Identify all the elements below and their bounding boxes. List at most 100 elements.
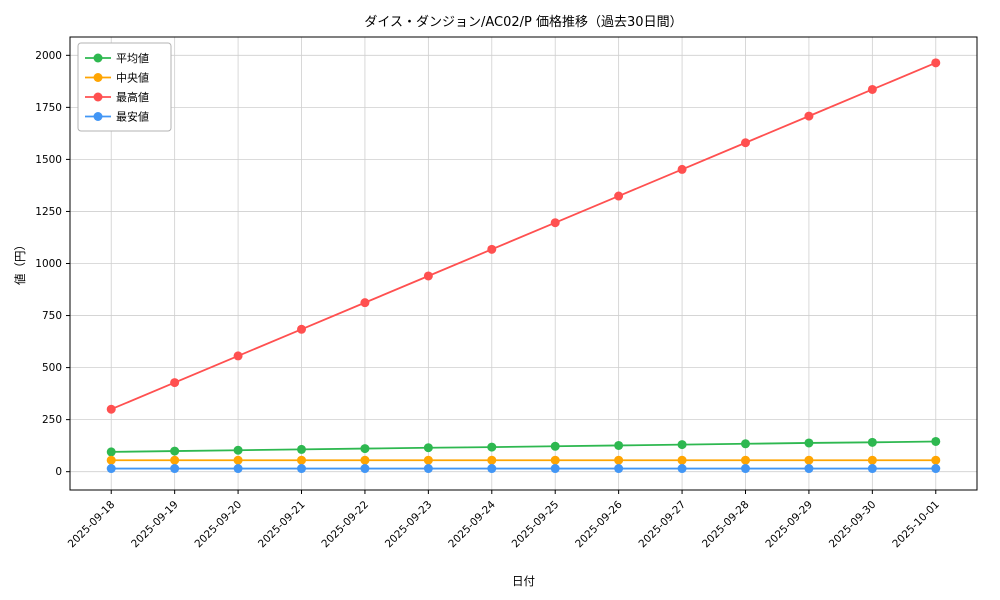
data-point [740,455,750,465]
data-point [804,438,814,448]
legend-marker [93,112,103,121]
svg-text:2025-09-20: 2025-09-20 [193,499,245,551]
svg-text:2025-10-01: 2025-10-01 [890,499,942,551]
data-point [550,464,560,474]
data-point [614,191,624,201]
svg-text:2025-09-29: 2025-09-29 [763,499,815,551]
data-point [106,464,116,474]
svg-text:2025-09-23: 2025-09-23 [383,499,435,551]
svg-text:1750: 1750 [35,102,62,114]
svg-text:2000: 2000 [35,50,62,62]
data-point [170,446,180,456]
data-point [614,464,624,474]
data-point [297,464,307,474]
svg-text:2025-09-21: 2025-09-21 [256,499,308,551]
data-point [170,378,180,388]
data-point [550,455,560,465]
svg-text:2025-09-27: 2025-09-27 [637,499,689,551]
data-point [677,164,687,174]
svg-text:2025-09-28: 2025-09-28 [700,499,752,551]
data-point [804,464,814,474]
data-point [487,455,497,465]
data-point [931,436,941,446]
data-point [170,455,180,465]
series-最高値 [106,58,941,414]
data-point [550,218,560,228]
legend-box [77,42,172,132]
legend-label: 平均値 [116,52,149,65]
data-point [233,455,243,465]
svg-text:1000: 1000 [35,258,62,270]
data-point [297,455,307,465]
data-point [106,447,116,457]
svg-text:750: 750 [42,310,62,322]
data-point [106,404,116,414]
legend-marker [93,92,103,102]
svg-text:1250: 1250 [35,206,62,218]
data-point [804,455,814,465]
data-point [170,464,180,474]
legend-label: 中央値 [116,71,149,84]
svg-text:500: 500 [42,362,62,374]
data-point [931,455,941,465]
chart-title: ダイス・ダンジョン/AC02/P 価格推移（過去30日間） [364,15,683,30]
svg-text:2025-09-25: 2025-09-25 [510,499,562,551]
data-point [360,298,370,308]
data-point [740,464,750,474]
svg-text:2025-09-19: 2025-09-19 [129,499,181,551]
data-point [867,464,877,474]
data-point [677,464,687,474]
data-point [740,439,750,449]
data-point [106,455,116,465]
axis-tick-marks [66,54,937,494]
data-point [423,464,433,474]
data-point [423,455,433,465]
data-point [677,455,687,465]
data-point [360,464,370,474]
legend-label: 最安値 [116,109,149,123]
svg-text:2025-09-30: 2025-09-30 [827,499,879,551]
data-point [233,464,243,474]
data-point [360,444,370,454]
svg-text:2025-09-18: 2025-09-18 [66,499,118,551]
y-tick-labels: 0 250 500 750 1000 1250 1500 1750 2000 [35,50,62,478]
data-point [804,111,814,121]
data-point [931,464,941,474]
data-point [550,441,560,451]
data-point [614,455,624,465]
series-最安値 [106,464,941,474]
data-point [487,464,497,474]
data-point [233,351,243,361]
data-point [677,440,687,450]
data-point [233,445,243,455]
svg-text:0: 0 [55,466,62,478]
data-point [423,443,433,453]
data-point [931,58,941,68]
legend-marker [93,53,103,63]
data-point [297,444,307,454]
data-point [867,437,877,447]
data-point [487,244,497,254]
data-point [297,324,307,334]
svg-text:2025-09-26: 2025-09-26 [573,498,625,550]
svg-text:2025-09-22: 2025-09-22 [319,499,371,551]
data-point [614,440,624,450]
data-point [487,442,497,452]
y-axis-label: 値（円） [13,239,27,285]
svg-text:250: 250 [42,414,62,426]
svg-text:2025-09-24: 2025-09-24 [446,498,498,550]
data-point [867,455,877,465]
data-point [423,271,433,281]
legend-marker [93,73,103,82]
series-平均値 [106,436,941,457]
grid-lines [70,37,977,490]
series-中央値 [106,455,941,465]
data-point [867,84,877,94]
x-axis-label: 日付 [512,574,535,588]
data-point [360,455,370,465]
svg-text:1500: 1500 [35,154,62,166]
data-point [740,138,750,148]
